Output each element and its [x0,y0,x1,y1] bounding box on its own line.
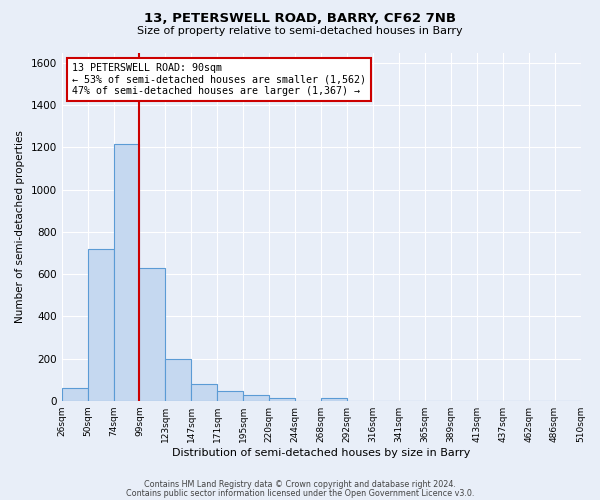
Y-axis label: Number of semi-detached properties: Number of semi-detached properties [15,130,25,323]
X-axis label: Distribution of semi-detached houses by size in Barry: Distribution of semi-detached houses by … [172,448,470,458]
Text: Size of property relative to semi-detached houses in Barry: Size of property relative to semi-detach… [137,26,463,36]
Bar [166,358,191,401]
Text: 13, PETERSWELL ROAD, BARRY, CF62 7NB: 13, PETERSWELL ROAD, BARRY, CF62 7NB [144,12,456,26]
Text: 13 PETERSWELL ROAD: 90sqm
← 53% of semi-detached houses are smaller (1,562)
47% : 13 PETERSWELL ROAD: 90sqm ← 53% of semi-… [72,63,366,96]
Text: Contains public sector information licensed under the Open Government Licence v3: Contains public sector information licen… [126,488,474,498]
Bar [113,144,139,400]
Bar [217,391,243,400]
Bar [88,249,113,400]
Bar [321,398,347,400]
Text: Contains HM Land Registry data © Crown copyright and database right 2024.: Contains HM Land Registry data © Crown c… [144,480,456,489]
Bar [139,268,166,400]
Bar [269,398,295,400]
Bar [243,396,269,400]
Bar [191,384,217,400]
Bar [62,388,88,400]
